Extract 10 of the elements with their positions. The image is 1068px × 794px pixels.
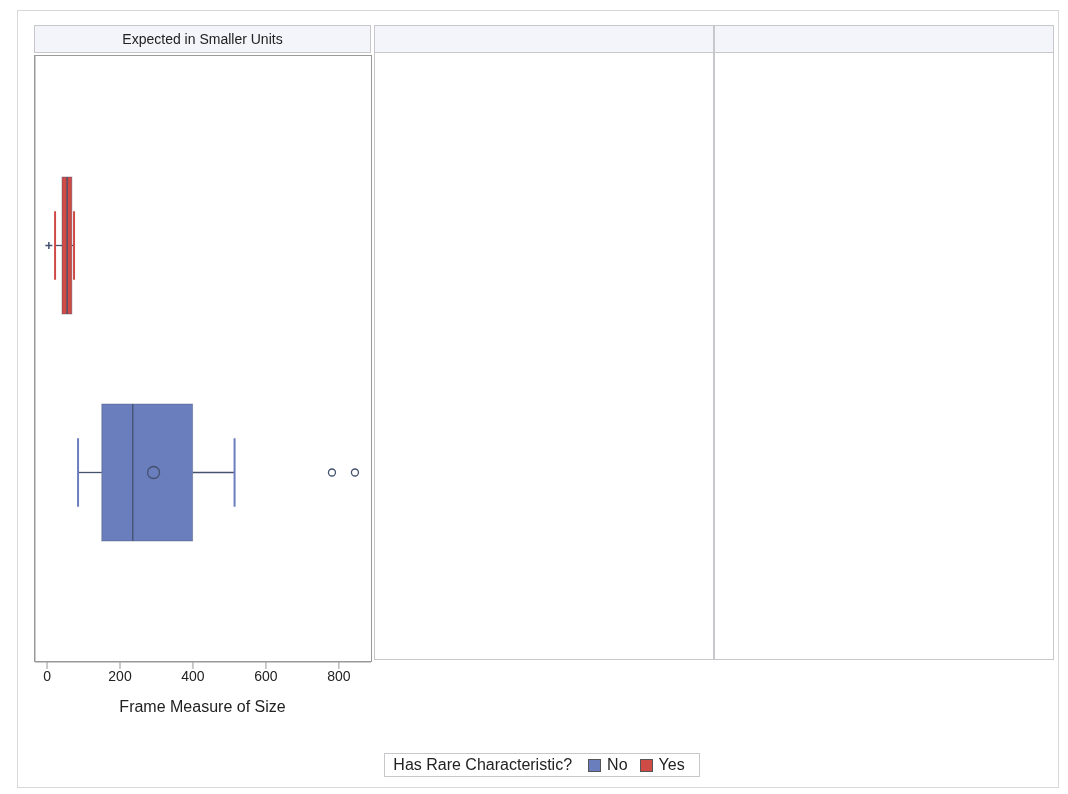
x-tick-label: 600 bbox=[254, 667, 278, 684]
x-tick-label: 0 bbox=[43, 667, 52, 684]
x-axis-title: Frame Measure of Size bbox=[118, 698, 287, 716]
legend-title: Has Rare Characteristic? bbox=[393, 756, 573, 774]
legend-label: No bbox=[607, 756, 628, 774]
x-tick-label: 200 bbox=[108, 667, 132, 684]
legend-label: Yes bbox=[658, 756, 685, 774]
x-tick-label: 800 bbox=[327, 667, 351, 684]
chart-title: Expected in Smaller Units bbox=[34, 25, 371, 53]
x-tick-label: 400 bbox=[181, 667, 205, 684]
